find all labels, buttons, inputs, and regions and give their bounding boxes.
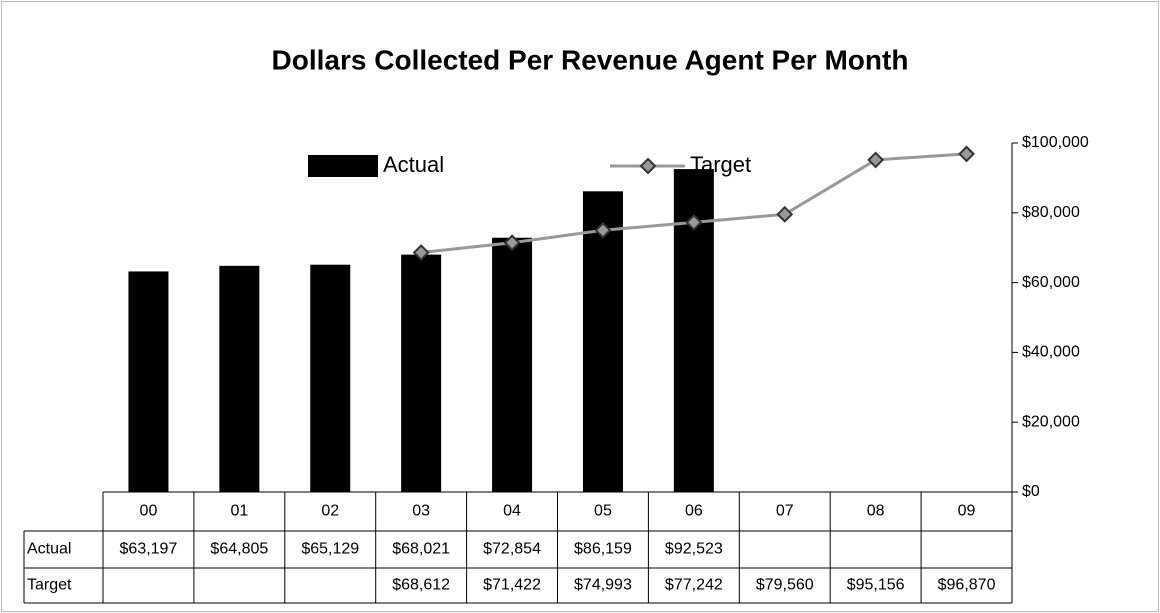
table-cell: $68,021 (392, 541, 450, 558)
x-tick-label: 03 (412, 503, 430, 520)
y-tick-label: $40,000 (1022, 344, 1080, 361)
bar (219, 265, 260, 492)
bar (310, 264, 351, 492)
table-cell: $63,197 (120, 541, 178, 558)
y-tick-label: $20,000 (1022, 413, 1080, 430)
marker (867, 151, 885, 169)
table-cell: $64,805 (210, 541, 268, 558)
table-cell: $74,993 (574, 577, 632, 594)
table-cell: $86,159 (574, 541, 632, 558)
x-tick-label: 06 (685, 503, 703, 520)
table-row-header: Actual (27, 541, 71, 558)
y-tick-label: $100,000 (1022, 134, 1089, 151)
legend-label: Target (690, 152, 751, 177)
x-tick-label: 01 (230, 503, 248, 520)
x-tick-label: 00 (140, 503, 158, 520)
marker (412, 244, 430, 261)
table-cell: $79,560 (756, 577, 814, 594)
marker (958, 145, 975, 163)
legend-swatch (308, 155, 378, 177)
x-tick-label: 09 (958, 503, 976, 520)
table-cell: $92,523 (665, 541, 723, 558)
table-row-header: Target (27, 577, 72, 594)
y-tick-label: $80,000 (1022, 204, 1080, 221)
x-tick-label: 05 (594, 503, 612, 520)
chart-title: Dollars Collected Per Revenue Agent Per … (272, 44, 909, 75)
marker (776, 205, 794, 223)
table-cell: $95,156 (847, 577, 905, 594)
legend-marker (639, 157, 657, 175)
legend-label: Actual (383, 152, 444, 177)
table-cell: $96,870 (938, 577, 996, 594)
x-tick-label: 04 (503, 503, 521, 520)
bar (401, 254, 442, 492)
y-tick-label: $60,000 (1022, 274, 1080, 291)
marker (685, 214, 703, 231)
table-cell: $72,854 (483, 541, 541, 558)
x-tick-label: 02 (321, 503, 339, 520)
x-tick-label: 07 (776, 503, 794, 520)
table-cell: $77,242 (665, 577, 723, 594)
marker (594, 221, 612, 239)
table-cell: $65,129 (301, 541, 359, 558)
table-cell: $68,612 (392, 577, 450, 594)
marker (503, 234, 521, 252)
bar (128, 271, 169, 492)
bar (582, 191, 623, 492)
x-tick-label: 08 (867, 503, 885, 520)
y-tick-label: $0 (1022, 483, 1040, 500)
table-cell: $71,422 (483, 577, 541, 594)
bar (492, 237, 533, 492)
